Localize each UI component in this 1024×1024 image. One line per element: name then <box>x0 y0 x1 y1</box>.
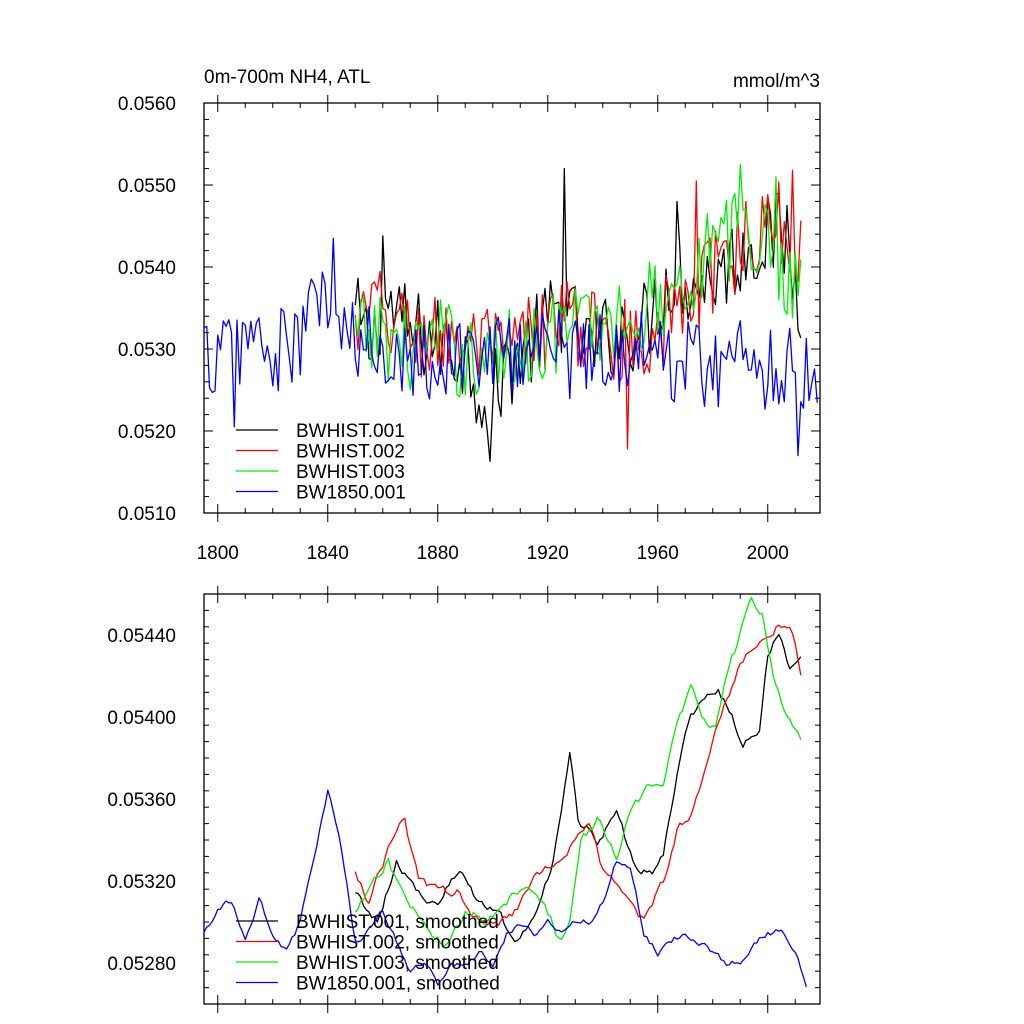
bot-series-line-1 <box>354 624 802 927</box>
top-series-line-1 <box>354 169 802 450</box>
top-series-line-3 <box>203 237 818 457</box>
bot-series-line-0 <box>355 633 802 943</box>
bot-ytick-label: 0.05440 <box>107 626 176 647</box>
bot-legend-label-1: BWHIST.002, smoothed <box>296 933 499 954</box>
top-ytick-label: 0.0550 <box>118 176 176 197</box>
bot-series-line-2 <box>354 596 802 947</box>
bot-legend-label-3: BW1850.001, smoothed <box>296 974 500 995</box>
top-legend-label-1: BWHIST.002 <box>296 442 405 463</box>
top-legend-label-0: BWHIST.001 <box>296 421 405 442</box>
bot-ytick-label: 0.05280 <box>107 954 176 975</box>
top-xtick-label: 1800 <box>197 543 239 564</box>
bottom-series-lines <box>203 596 807 987</box>
top-xtick-label: 1960 <box>637 543 679 564</box>
bot-legend-label-0: BWHIST.001, smoothed <box>296 912 499 933</box>
top-chart-title: 0m-700m NH4, ATL <box>204 67 370 88</box>
bot-ytick-label: 0.05400 <box>107 708 176 729</box>
top-series-line-2 <box>354 163 802 398</box>
bottom-axes: 0.05280 0.05320 0.05360 0.05400 0.05440 <box>107 586 820 1013</box>
top-series-lines <box>203 163 818 462</box>
top-panel: 0m-700m NH4, ATL mmol/m^3 0.05100.05200.… <box>118 67 821 564</box>
top-xtick-label: 1840 <box>307 543 349 564</box>
top-ytick-label: 0.0520 <box>118 422 176 443</box>
top-xtick-label: 1920 <box>527 543 569 564</box>
bot-series-line-3 <box>203 789 807 987</box>
top-axes: 0.0510 0.0520 0.0530 0.0540 0.0550 0.0560 1800… <box>118 94 820 564</box>
top-chart-units: mmol/m^3 <box>733 71 820 92</box>
top-ytick-label: 0.0530 <box>118 340 176 361</box>
top-legend-label-3: BW1850.001 <box>296 483 406 504</box>
bottom-panel: 0.05280 0.05320 0.05360 0.05400 0.05440 BWHI… <box>107 586 821 1013</box>
top-ytick-label: 0.0510 <box>118 504 176 525</box>
bottom-plot-frame <box>203 593 821 1005</box>
top-legend-label-2: BWHIST.003 <box>296 462 405 483</box>
top-ytick-label: 0.0560 <box>118 94 176 115</box>
top-xtick-label: 2000 <box>747 543 789 564</box>
top-plot-frame <box>203 102 821 514</box>
bot-ytick-label: 0.05360 <box>107 790 176 811</box>
top-series-line-0 <box>354 167 802 462</box>
top-ytick-label: 0.0540 <box>118 258 176 279</box>
top-xtick-label: 1880 <box>417 543 459 564</box>
bot-ytick-label: 0.05320 <box>107 872 176 893</box>
bot-legend-label-2: BWHIST.003, smoothed <box>296 953 499 974</box>
